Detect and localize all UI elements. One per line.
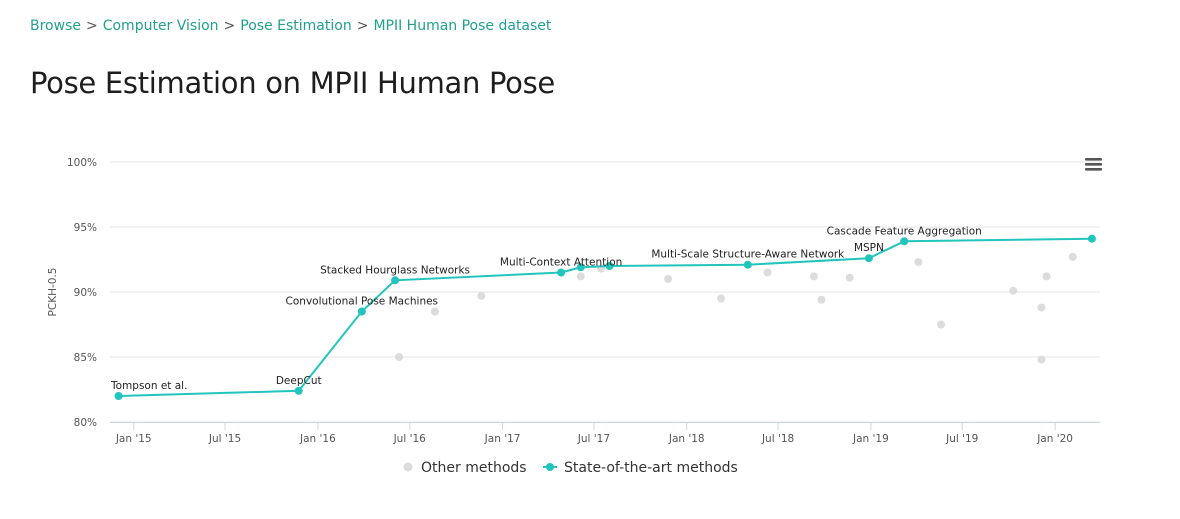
x-tick-label: Jul '17 [577, 433, 610, 445]
other-method-point [763, 268, 772, 277]
sota-point [1087, 234, 1096, 243]
other-method-point [937, 320, 946, 329]
other-method-point [664, 275, 673, 283]
sota-point-label: DeepCut [276, 375, 322, 387]
x-tick-label: Jan '20 [1036, 433, 1073, 445]
legend-sota-marker [546, 463, 554, 471]
annotation-layer: Tompson et al. DeepCut Convolutional Pose … [110, 225, 982, 392]
sota-point [557, 268, 566, 277]
sota-point [391, 276, 400, 285]
sota-point [743, 260, 752, 269]
other-method-point [1037, 355, 1046, 364]
other-method-point [477, 291, 486, 300]
x-tick-label: Jul '16 [393, 433, 427, 445]
sota-point [114, 392, 123, 400]
other-methods-layer [395, 252, 1077, 364]
x-tick-label: Jan '19 [852, 433, 889, 445]
grid-layer [110, 161, 1100, 423]
sota-point-label: Convolutional Pose Machines [286, 296, 439, 308]
other-method-point [1042, 272, 1051, 281]
other-method-point [576, 272, 585, 281]
x-tick-label: Jan '18 [668, 433, 705, 445]
breadcrumb-separator: > [356, 18, 369, 34]
other-method-point [914, 258, 923, 267]
sota-chart: 100% 95% 90% 85% 80% Jan '15 Jul '15 Jan '16 Jul… [0, 130, 1180, 514]
sota-point-label: Stacked Hourglass Networks [320, 264, 470, 276]
x-tick-label: Jul '15 [208, 433, 241, 445]
sota-point-label: MSPN [854, 242, 884, 254]
x-tick-label: Jan '15 [115, 433, 152, 445]
sota-point [605, 262, 614, 270]
axis-layer: 100% 95% 90% 85% 80% Jan '15 Jul '15 Jan '16 Jul… [47, 157, 1100, 445]
chart-legend: Other methods State-of-the-art methods [403, 460, 738, 476]
breadcrumb-pose-estimation[interactable]: Pose Estimation [240, 18, 352, 34]
page-title: Pose Estimation on MPII Human Pose [30, 66, 555, 100]
x-tick-label: Jul '18 [761, 433, 794, 445]
sota-point [864, 254, 873, 263]
other-method-point [1037, 303, 1046, 312]
x-tick-label: Jul '19 [945, 433, 978, 445]
x-tick-label: Jan '17 [484, 433, 521, 445]
sota-point [357, 307, 366, 316]
sota-point-label: Multi-Context Attention [500, 257, 622, 269]
breadcrumb-separator: > [85, 18, 98, 34]
breadcrumb: Browse > Computer Vision > Pose Estimation > M… [30, 18, 551, 34]
sota-point-label: Cascade Feature Aggregation [827, 225, 982, 237]
y-tick-label: 85% [74, 352, 97, 364]
other-method-point [717, 294, 726, 303]
other-method-point [395, 353, 404, 361]
sota-point [900, 237, 909, 246]
sota-methods-layer [114, 234, 1096, 400]
other-method-point [845, 273, 854, 282]
y-axis-title: PCKH-0.5 [47, 268, 59, 317]
breadcrumb-computer-vision[interactable]: Computer Vision [102, 18, 219, 34]
y-tick-label: 80% [74, 417, 97, 429]
breadcrumb-mpii-dataset[interactable]: MPII Human Pose dataset [373, 18, 552, 34]
y-tick-label: 100% [67, 157, 97, 169]
breadcrumb-browse[interactable]: Browse [30, 18, 81, 34]
sota-point [576, 263, 585, 272]
sota-point-label: Multi-Scale Structure-Aware Network [651, 249, 845, 261]
chart-svg: 100% 95% 90% 85% 80% Jan '15 Jul '15 Jan '16 Jul… [47, 154, 1107, 476]
hamburger-menu-icon[interactable] [1081, 154, 1107, 176]
legend-other-marker [403, 462, 413, 472]
other-method-point [1068, 252, 1077, 261]
y-tick-label: 90% [74, 287, 97, 299]
other-method-point [817, 295, 826, 304]
other-method-point [430, 307, 439, 316]
x-tick-label: Jan '16 [299, 433, 336, 445]
other-method-point [809, 272, 818, 281]
y-tick-label: 95% [74, 222, 97, 234]
breadcrumb-separator: > [223, 18, 236, 34]
sota-point [294, 386, 303, 395]
sota-point-label: Tompson et al. [110, 380, 187, 392]
legend-sota-label: State-of-the-art methods [564, 460, 738, 476]
other-method-point [1009, 286, 1018, 295]
legend-other-label: Other methods [421, 460, 527, 476]
